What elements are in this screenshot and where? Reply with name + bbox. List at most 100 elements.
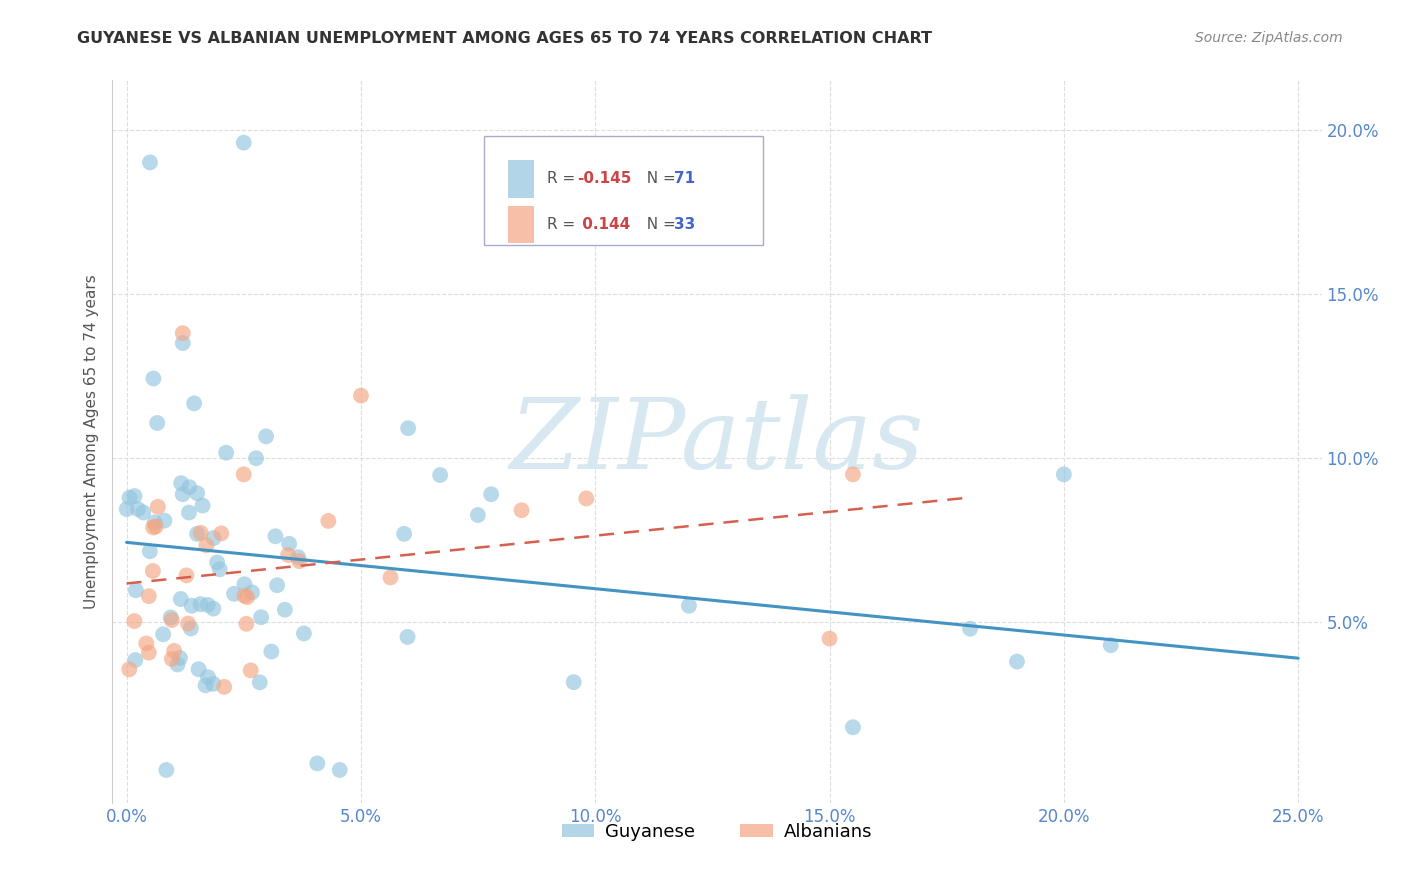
- Point: [186, 486, 208, 500]
- Point: [135, 636, 157, 650]
- Point: [1005, 655, 1028, 669]
- Point: [842, 720, 865, 734]
- Point: [166, 657, 188, 672]
- Point: [195, 538, 218, 552]
- Point: [1053, 467, 1076, 482]
- Point: [209, 526, 232, 541]
- Point: [145, 519, 167, 533]
- Point: [180, 622, 202, 636]
- Point: [163, 644, 186, 658]
- Point: [172, 487, 194, 501]
- Point: [818, 632, 841, 646]
- Point: [146, 416, 169, 430]
- Point: [191, 499, 214, 513]
- Point: [115, 502, 138, 516]
- Point: [180, 599, 202, 613]
- Y-axis label: Unemployment Among Ages 65 to 74 years: Unemployment Among Ages 65 to 74 years: [83, 274, 98, 609]
- Bar: [508, 160, 534, 197]
- Point: [479, 487, 502, 501]
- Point: [392, 526, 415, 541]
- Text: 71: 71: [673, 171, 695, 186]
- Point: [177, 616, 200, 631]
- Point: [562, 675, 585, 690]
- FancyBboxPatch shape: [484, 136, 763, 245]
- Point: [176, 568, 198, 582]
- Legend: Guyanese, Albanians: Guyanese, Albanians: [555, 815, 879, 848]
- Point: [329, 763, 352, 777]
- Point: [139, 155, 162, 169]
- Point: [124, 489, 146, 503]
- Point: [159, 610, 181, 624]
- Point: [205, 556, 228, 570]
- Text: R =: R =: [547, 217, 579, 232]
- Point: [254, 429, 277, 443]
- Text: Source: ZipAtlas.com: Source: ZipAtlas.com: [1195, 31, 1343, 45]
- Text: N =: N =: [637, 171, 681, 186]
- Bar: [508, 206, 534, 244]
- Point: [197, 598, 219, 612]
- Point: [146, 500, 169, 514]
- Point: [215, 446, 238, 460]
- Point: [236, 590, 259, 604]
- Point: [287, 550, 309, 565]
- Point: [250, 610, 273, 624]
- Point: [959, 622, 981, 636]
- Point: [429, 468, 451, 483]
- Point: [197, 670, 219, 684]
- Point: [678, 599, 700, 613]
- Point: [142, 520, 165, 534]
- Point: [124, 653, 146, 667]
- Point: [124, 614, 146, 628]
- Point: [288, 554, 311, 568]
- Point: [249, 675, 271, 690]
- Point: [239, 664, 262, 678]
- Point: [155, 763, 177, 777]
- Point: [179, 480, 201, 494]
- Point: [274, 603, 297, 617]
- Point: [202, 677, 225, 691]
- Point: [1099, 638, 1122, 652]
- Point: [177, 506, 200, 520]
- Point: [183, 396, 205, 410]
- Point: [264, 529, 287, 543]
- Point: [169, 651, 191, 665]
- Point: [292, 626, 315, 640]
- Point: [118, 662, 141, 676]
- Point: [245, 451, 267, 466]
- Point: [240, 585, 263, 599]
- Point: [232, 467, 254, 482]
- Point: [143, 516, 166, 530]
- Point: [127, 502, 149, 516]
- Point: [307, 756, 329, 771]
- Point: [510, 503, 533, 517]
- Point: [467, 508, 489, 522]
- Point: [153, 514, 176, 528]
- Text: R =: R =: [547, 171, 579, 186]
- Point: [350, 388, 373, 402]
- Point: [186, 527, 208, 541]
- Point: [260, 644, 283, 658]
- Text: 0.144: 0.144: [576, 217, 630, 232]
- Point: [172, 326, 194, 340]
- Point: [202, 531, 225, 545]
- Point: [575, 491, 598, 506]
- Point: [187, 662, 209, 676]
- Point: [232, 136, 254, 150]
- Point: [132, 505, 155, 519]
- Point: [142, 564, 165, 578]
- Text: GUYANESE VS ALBANIAN UNEMPLOYMENT AMONG AGES 65 TO 74 YEARS CORRELATION CHART: GUYANESE VS ALBANIAN UNEMPLOYMENT AMONG …: [77, 31, 932, 46]
- Point: [152, 627, 174, 641]
- Point: [138, 589, 160, 603]
- Text: ZIPatlas: ZIPatlas: [510, 394, 924, 489]
- Text: -0.145: -0.145: [576, 171, 631, 186]
- Point: [212, 680, 235, 694]
- Point: [142, 371, 165, 385]
- Text: N =: N =: [637, 217, 681, 232]
- Point: [842, 467, 865, 482]
- Point: [139, 544, 162, 558]
- Point: [380, 570, 402, 584]
- Point: [202, 601, 225, 615]
- Point: [233, 577, 256, 591]
- Point: [118, 491, 141, 505]
- Point: [208, 562, 231, 576]
